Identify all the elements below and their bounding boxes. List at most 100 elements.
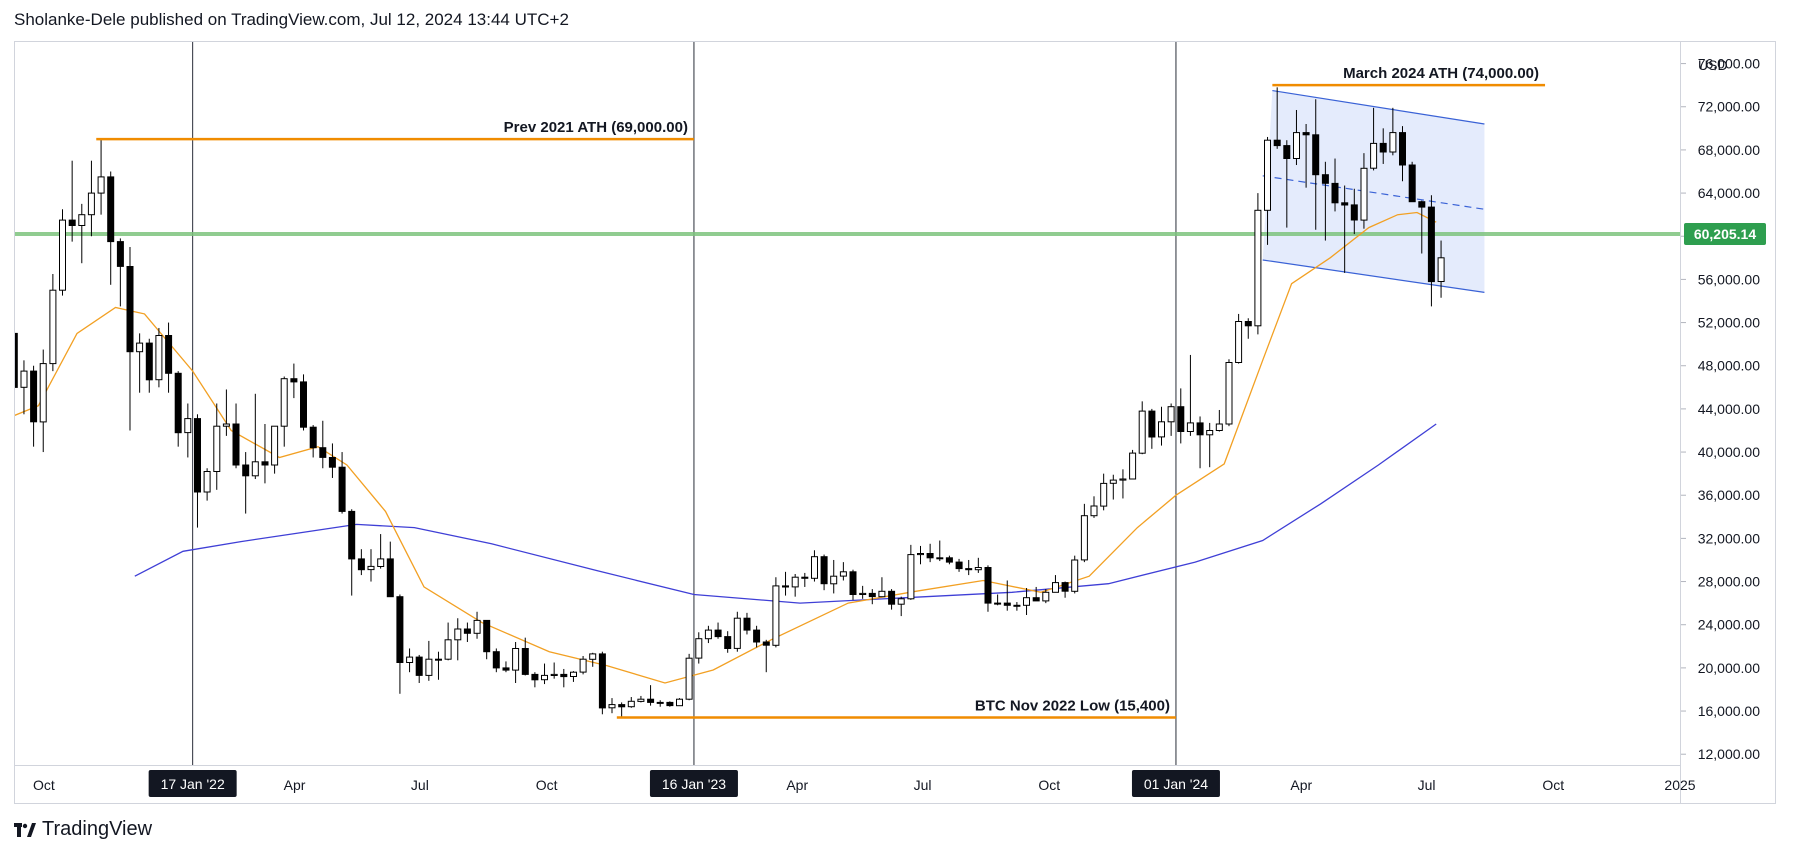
candle[interactable] [425, 640, 433, 681]
candle[interactable] [1235, 313, 1243, 364]
candle[interactable] [59, 209, 66, 296]
candle[interactable] [1331, 158, 1339, 212]
candle[interactable] [984, 565, 992, 612]
candle[interactable] [290, 363, 298, 399]
candle[interactable] [1061, 581, 1069, 598]
candle[interactable] [1013, 602, 1021, 611]
candle[interactable] [753, 625, 761, 648]
candle[interactable] [994, 594, 1002, 606]
candle[interactable] [1206, 422, 1214, 468]
candle[interactable] [309, 425, 317, 458]
candle[interactable] [791, 573, 799, 597]
candle[interactable] [830, 559, 838, 594]
candle[interactable] [811, 550, 818, 582]
candle[interactable] [1148, 408, 1156, 449]
candle[interactable] [917, 545, 924, 565]
candle[interactable] [608, 698, 616, 714]
candle[interactable] [782, 571, 789, 596]
candle[interactable] [1042, 589, 1050, 604]
channel-upper-line[interactable] [1272, 89, 1485, 125]
candle[interactable] [1370, 107, 1378, 171]
candle[interactable] [888, 589, 896, 610]
candle[interactable] [676, 698, 683, 707]
candle[interactable] [49, 274, 57, 372]
candle[interactable] [1090, 496, 1098, 518]
candle[interactable] [357, 549, 365, 576]
candle[interactable] [1138, 401, 1146, 455]
candle[interactable] [300, 374, 307, 431]
candle[interactable] [39, 349, 47, 453]
candle[interactable] [348, 509, 356, 596]
candle[interactable] [1264, 136, 1271, 245]
candle[interactable] [859, 585, 867, 599]
candle[interactable] [406, 648, 414, 673]
candle[interactable] [627, 697, 635, 708]
candle[interactable] [222, 389, 230, 436]
channel-mid-line[interactable] [1262, 175, 1485, 210]
candle[interactable] [1360, 153, 1368, 229]
candle[interactable] [251, 393, 259, 480]
candle[interactable] [328, 443, 336, 478]
candle[interactable] [878, 577, 886, 598]
candle[interactable] [512, 641, 520, 683]
candle[interactable] [1283, 140, 1291, 228]
candle[interactable] [1109, 474, 1117, 500]
candle[interactable] [1215, 409, 1223, 432]
candle[interactable] [801, 572, 809, 587]
candle[interactable] [926, 543, 934, 563]
candle[interactable] [1129, 449, 1137, 480]
candle[interactable] [868, 589, 876, 605]
candle[interactable] [762, 639, 770, 673]
candle[interactable] [570, 671, 577, 682]
candle[interactable] [579, 656, 587, 675]
candle[interactable] [107, 171, 115, 285]
candle[interactable] [839, 562, 847, 581]
candle[interactable] [1427, 195, 1435, 307]
candle[interactable] [165, 322, 173, 393]
candle[interactable] [704, 625, 712, 644]
candle[interactable] [907, 544, 915, 600]
candle[interactable] [145, 338, 153, 393]
candle[interactable] [1032, 586, 1040, 602]
candle[interactable] [743, 612, 751, 635]
candle[interactable] [1418, 200, 1426, 254]
candle[interactable] [1312, 99, 1320, 230]
candle[interactable] [733, 611, 741, 652]
candle[interactable] [1186, 354, 1194, 436]
candle[interactable] [174, 371, 182, 447]
candle[interactable] [11, 323, 18, 409]
candle[interactable] [1293, 109, 1300, 166]
candle[interactable] [1071, 555, 1079, 594]
candle[interactable] [367, 549, 375, 582]
candle[interactable] [454, 618, 462, 661]
candle[interactable] [1100, 473, 1108, 511]
candle[interactable] [1341, 185, 1349, 273]
candle[interactable] [271, 425, 279, 474]
candle[interactable] [194, 414, 201, 528]
candle[interactable] [541, 663, 548, 685]
footer-brand[interactable]: TradingView [14, 818, 152, 841]
candle[interactable] [242, 452, 250, 514]
candle[interactable] [550, 662, 558, 679]
candle[interactable] [1003, 580, 1011, 611]
candle[interactable] [232, 403, 240, 469]
candle[interactable] [589, 652, 597, 667]
candle[interactable] [1167, 403, 1175, 436]
level-lines[interactable]: Prev 2021 ATH (69,000.00) March 2024 ATH … [96, 65, 1546, 719]
candle[interactable] [97, 139, 105, 215]
candle[interactable] [521, 637, 529, 676]
candle[interactable] [897, 596, 905, 617]
candle[interactable] [1119, 469, 1127, 499]
candle[interactable] [473, 611, 481, 639]
candle[interactable] [685, 653, 693, 701]
candle[interactable] [955, 558, 963, 572]
candle[interactable] [598, 651, 606, 715]
candle[interactable] [126, 247, 134, 431]
candle[interactable] [647, 685, 655, 706]
candle[interactable] [463, 622, 471, 642]
candle[interactable] [1052, 575, 1059, 593]
candle[interactable] [1254, 193, 1262, 335]
candle[interactable] [849, 569, 857, 600]
candle[interactable] [1389, 107, 1397, 156]
candle[interactable] [213, 403, 221, 490]
